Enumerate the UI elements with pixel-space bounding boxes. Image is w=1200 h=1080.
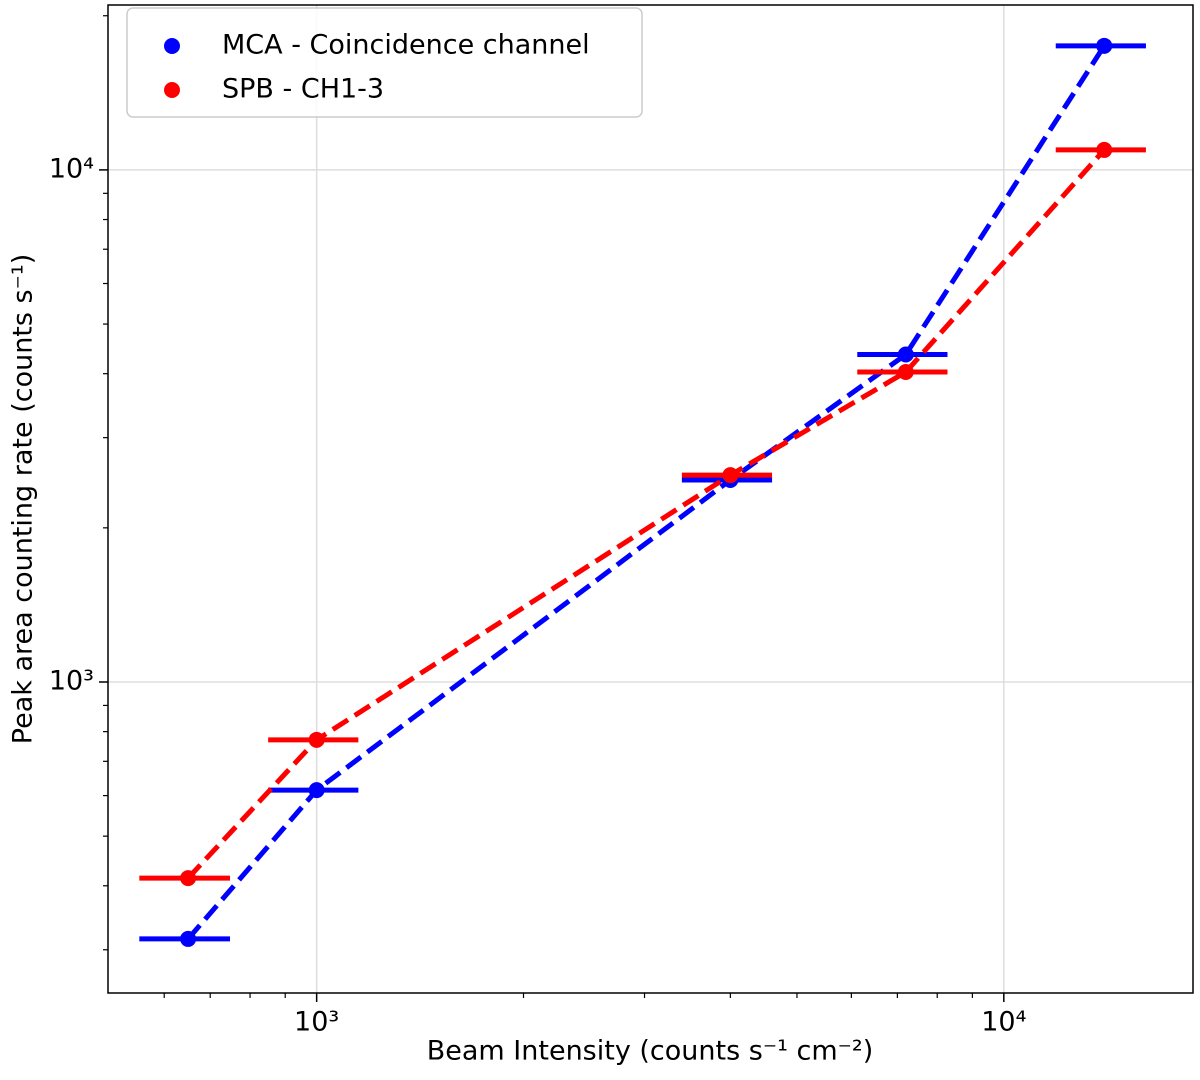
legend-marker [164,38,180,54]
x-axis-label: Beam Intensity (counts s⁻¹ cm⁻²) [427,1036,874,1067]
data-point [180,930,197,947]
data-point [897,364,914,381]
data-point [308,782,325,799]
legend-label: MCA - Coincidence channel [222,30,590,61]
legend-box [126,7,643,118]
data-point [1096,141,1113,158]
data-point [308,731,325,748]
data-point [180,870,197,887]
legend-marker [164,82,180,98]
x-tick-label: 10⁴ [981,1007,1026,1038]
legend-label: SPB - CH1-3 [222,74,384,105]
y-tick-label: 10³ [49,666,94,697]
data-point [897,346,914,363]
data-point [1096,37,1113,54]
y-tick-label: 10⁴ [49,153,94,184]
data-point [722,467,739,484]
series-line [186,44,1107,941]
plot-frame [107,4,1194,994]
y-axis-label: Peak area counting rate (counts s⁻¹) [8,254,39,744]
x-tick-label: 10³ [294,1007,339,1038]
